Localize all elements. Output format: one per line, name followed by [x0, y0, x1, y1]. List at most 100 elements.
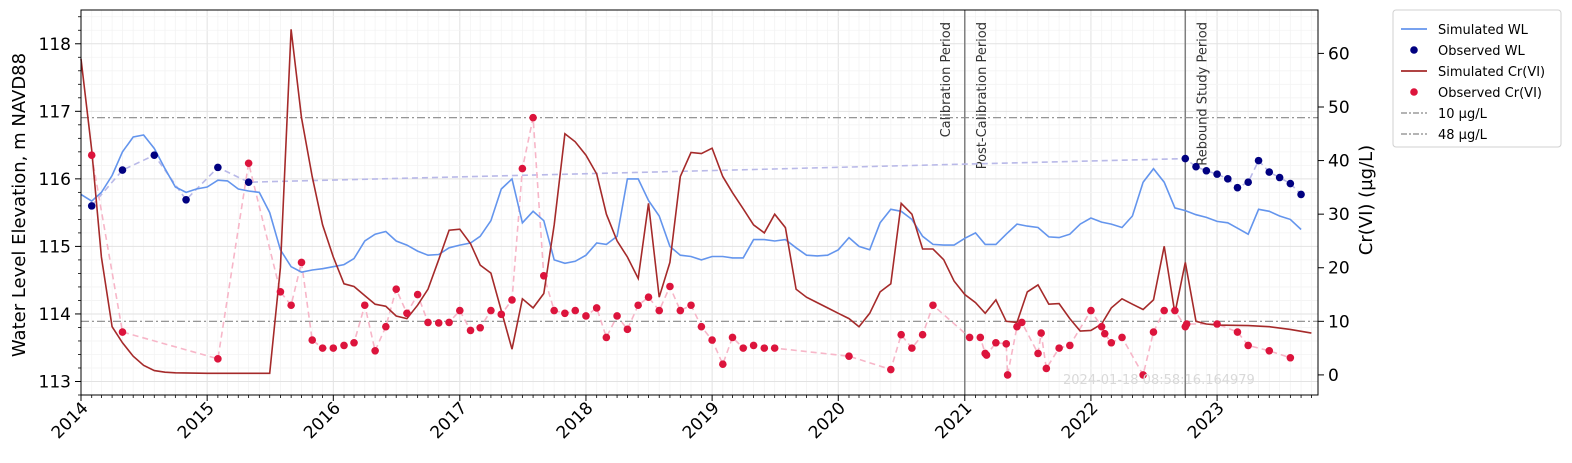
legend-label: Observed Cr(VI) [1438, 86, 1542, 101]
observed-wl-point [214, 163, 222, 172]
observed-crvi-point [1107, 338, 1116, 347]
observed-crvi-point [655, 306, 664, 315]
legend-swatch-dot [1410, 46, 1418, 54]
observed-crvi-point [1066, 341, 1074, 350]
legend-label: 10 µg/L [1438, 107, 1488, 122]
observed-crvi-point [445, 318, 453, 327]
observed-wl-point [1202, 166, 1211, 175]
observed-wl-point [1286, 179, 1295, 188]
observed-crvi-point [403, 309, 411, 318]
legend-box [1392, 9, 1562, 148]
observed-crvi-point [1042, 364, 1051, 373]
observed-crvi-point [976, 333, 985, 342]
y-right-tick-label: 0 [1328, 366, 1339, 386]
observed-crvi-point [392, 285, 401, 293]
observed-crvi-point [760, 344, 769, 352]
y-axis-right-title: Cr(VI) (µg/L) [1356, 145, 1377, 255]
observed-crvi-point [1286, 353, 1295, 362]
y-left-tick-label: 118 [39, 35, 71, 55]
observed-wl-point [1244, 178, 1252, 187]
observed-crvi-point [749, 341, 758, 350]
observed-crvi-point [1002, 340, 1011, 348]
observed-crvi-point [297, 258, 306, 267]
observed-wl-connector [91, 154, 1302, 207]
y-right-tick-label: 50 [1328, 98, 1350, 118]
observed-crvi-point [613, 312, 621, 320]
y-right-tick-label: 10 [1328, 312, 1350, 332]
observed-crvi-point [739, 344, 748, 352]
observed-crvi-point [550, 306, 558, 315]
observed-crvi-point [666, 282, 674, 291]
observed-crvi-point [887, 365, 895, 374]
observed-crvi-point [497, 310, 506, 319]
observed-crvi-point [728, 333, 737, 342]
observed-crvi-point [1265, 346, 1274, 355]
observed-wl-point [87, 202, 96, 210]
y-left-tick-label: 115 [39, 237, 71, 257]
watermark: 2024-01-18 08:58:16.164979 [1063, 373, 1255, 388]
observed-crvi-point [476, 323, 484, 332]
observed-crvi-point [965, 333, 974, 342]
observed-crvi-point [623, 325, 632, 334]
legend: Simulated WL Observed WL Simulated Cr(VI) O… [1392, 9, 1562, 148]
observed-crvi-point [287, 301, 295, 310]
series-layer [80, 29, 1318, 379]
observed-crvi-point [1213, 320, 1221, 328]
observed-crvi-point [1100, 329, 1109, 338]
observed-crvi-point [214, 355, 222, 363]
observed-crvi-point [1149, 328, 1158, 336]
observed-crvi-point [466, 326, 475, 335]
observed-crvi-point [529, 113, 537, 122]
observed-crvi-point [244, 159, 253, 168]
observed-crvi-point [719, 360, 727, 368]
observed-crvi-point [1171, 306, 1179, 315]
observed-wl-point [182, 195, 190, 204]
observed-crvi-point [382, 322, 390, 331]
observed-crvi-point [1037, 329, 1045, 337]
y-left-tick-label: 117 [39, 102, 71, 122]
y-axis-left-title: Water Level Elevation, m NAVD88 [9, 53, 30, 357]
observed-crvi-point [360, 301, 369, 310]
observed-crvi-point [1160, 306, 1168, 315]
observed-crvi-point [329, 344, 338, 352]
y-right-tick-label: 30 [1328, 205, 1350, 225]
observed-crvi-point [982, 351, 991, 359]
observed-crvi-point [770, 344, 779, 352]
observed-crvi-point [918, 330, 927, 339]
plot-frame [80, 9, 1319, 396]
observed-crvi-point [487, 306, 495, 315]
observed-crvi-point [582, 312, 590, 320]
observed-crvi-point [1233, 328, 1242, 336]
observed-crvi-point [424, 318, 432, 327]
legend-label: Observed WL [1438, 44, 1526, 59]
legend-label: Simulated WL [1438, 23, 1529, 38]
period-markers: Calibration Period Post-Calibration Perio… [939, 10, 1210, 395]
observed-wl-point [1181, 154, 1190, 163]
observed-crvi-point [561, 309, 569, 318]
observed-crvi-point [687, 301, 695, 310]
observed-crvi-point [1087, 306, 1095, 315]
observed-crvi-point [1003, 371, 1012, 379]
period-label-right: Rebound Study Period [1195, 22, 1210, 166]
observed-crvi-point [539, 271, 548, 280]
observed-crvi-point [1097, 322, 1106, 331]
observed-wl-point [1213, 170, 1221, 178]
observed-wl-point [1192, 162, 1200, 171]
y-left-tick-label: 113 [39, 372, 71, 392]
observed-crvi-point [845, 352, 853, 360]
observed-crvi-point [602, 333, 611, 342]
observed-crvi-point [118, 328, 127, 336]
y-right-tick-label: 20 [1328, 259, 1350, 279]
observed-wl-point [244, 178, 253, 187]
y-right-tick-label: 60 [1328, 44, 1350, 64]
observed-crvi-point [992, 338, 1000, 347]
observed-crvi-point [571, 306, 580, 315]
observed-crvi-point [413, 290, 422, 299]
observed-crvi-point [908, 344, 916, 352]
observed-wl-point [1275, 173, 1284, 182]
observed-wl-point [150, 151, 159, 160]
y-left-tick-label: 116 [39, 170, 71, 190]
observed-crvi-point [318, 344, 327, 352]
legend-label: 48 µg/L [1438, 128, 1488, 143]
simulated-wl-line [80, 134, 1302, 273]
